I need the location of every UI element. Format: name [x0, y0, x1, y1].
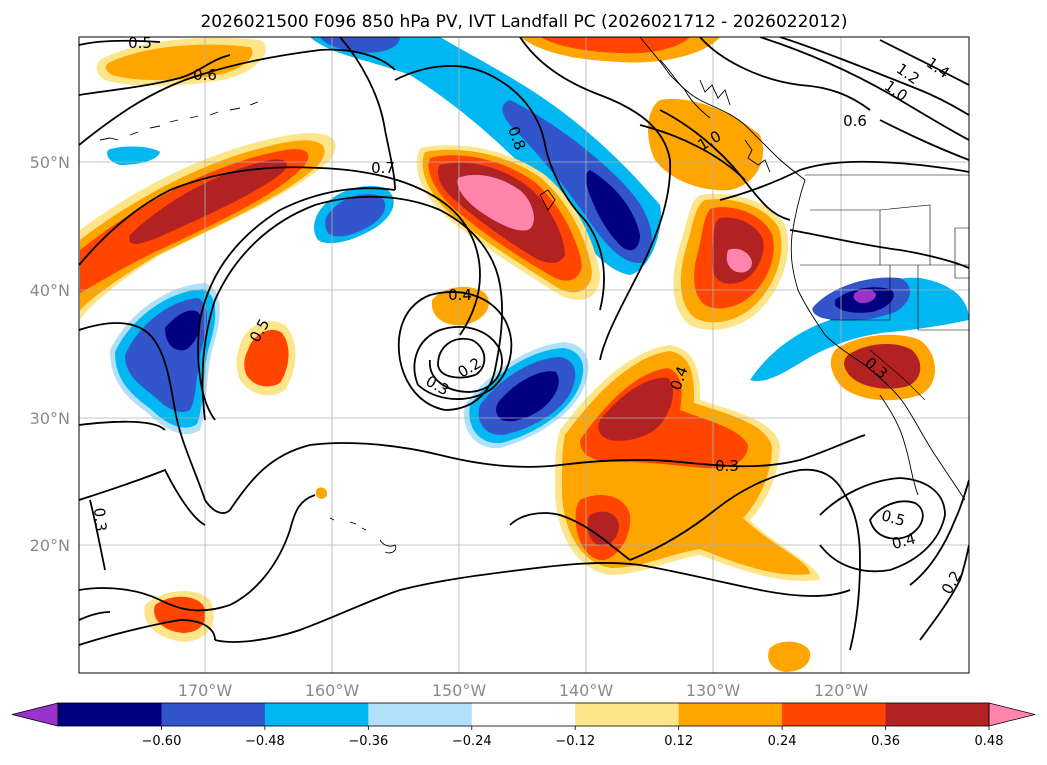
pv-positive-socal-core [844, 343, 921, 389]
colorbar-swatch [58, 703, 162, 726]
latitude-labels: 50°N 40°N 30°N 20°N [30, 153, 70, 555]
colorbar-tick-label: −0.48 [245, 734, 285, 749]
colorbar-swatch [161, 703, 266, 726]
lon-label-150w: 150°W [432, 681, 487, 700]
pv-positive-southwest-core [154, 596, 206, 633]
pv-negative-streak-core [585, 170, 640, 251]
grid-lines [79, 37, 969, 673]
lat-label-40n: 40°N [30, 281, 70, 300]
pv-negative-northwest-small [107, 146, 160, 165]
colorbar-extend-high [988, 702, 1036, 727]
colorbar-swatch [678, 703, 783, 726]
map-frame [78, 36, 970, 674]
figure-title: 2026021500 F096 850 hPa PV, IVT Landfall… [200, 12, 847, 32]
pv-positive-west-small-core [244, 329, 289, 387]
colorbar: −0.60 −0.48 −0.36 −0.24 −0.12 0.12 0.24 0.36 0.4… [11, 702, 1036, 749]
pv-negative-california [750, 277, 969, 382]
colorbar-tick-label: −0.36 [348, 734, 388, 749]
pv-positive-island-small [316, 487, 328, 499]
colorbar-tick-label: 0.36 [871, 734, 900, 749]
lat-label-20n: 20°N [30, 536, 70, 555]
colorbar-swatch [264, 703, 369, 726]
contour-label: 0.3 [90, 507, 110, 532]
pv-positive-top-center-core [540, 37, 690, 54]
pv-negative-south-center-core [496, 371, 559, 422]
pv-negative-california-peak [853, 289, 876, 304]
longitude-labels: 170°W 160°W 150°W 140°W 130°W 120°W [178, 681, 869, 700]
pv-positive-center-peak [457, 174, 534, 231]
colorbar-swatch [575, 703, 680, 726]
colorbar-frame [57, 702, 990, 727]
pv-positive-south-lobe-core [587, 511, 619, 546]
pv-positive-top-left-core [105, 44, 253, 81]
pv-positive-bottom-small [768, 641, 811, 672]
pv-positive-south-center-core [598, 377, 674, 441]
colorbar-swatch [782, 703, 887, 726]
colorbar-tick-label: 0.12 [664, 734, 693, 749]
colorbar-swatch [471, 703, 576, 726]
pv-negative-west-core [165, 310, 201, 351]
lon-label-120w: 120°W [814, 681, 869, 700]
contour-label: 0.5 [128, 34, 152, 52]
colorbar-swatch [885, 703, 990, 726]
colorbar-tick-label: −0.24 [452, 734, 492, 749]
colorbar-tick-label: −0.12 [555, 734, 595, 749]
contour-label: 0.7 [371, 159, 395, 177]
colorbar-tick-label: −0.60 [142, 734, 182, 749]
contour-label: 0.6 [843, 112, 867, 130]
lon-label-160w: 160°W [305, 681, 360, 700]
contour-label: 0.6 [193, 66, 217, 84]
contour-label: 0.4 [890, 529, 918, 553]
colorbar-tick-label: 0.48 [975, 734, 1004, 749]
pv-negative-top-mid [320, 37, 400, 53]
colorbar-extend-low [11, 702, 59, 727]
lat-label-50n: 50°N [30, 153, 70, 172]
lon-label-170w: 170°W [178, 681, 233, 700]
pv-positive-northeast-peak [726, 248, 752, 273]
pv-negative-mid-north-core [325, 194, 386, 237]
contour-label: 0.4 [448, 286, 472, 304]
ivt-contours [79, 37, 969, 651]
colorbar-swatch [368, 703, 473, 726]
contour-label: 0.3 [715, 457, 739, 475]
pv-positive-band-west-core [129, 159, 288, 244]
colorbar-tick-label: 0.24 [768, 734, 797, 749]
lat-label-30n: 30°N [30, 409, 70, 428]
lon-label-130w: 130°W [686, 681, 741, 700]
lon-label-140w: 140°W [559, 681, 614, 700]
map-panel: 0.5 0.6 0.7 0.8 0.4 0.5 0.3 0.2 0.4 0.3 … [78, 34, 970, 674]
contour-label: 0.5 [879, 506, 907, 530]
